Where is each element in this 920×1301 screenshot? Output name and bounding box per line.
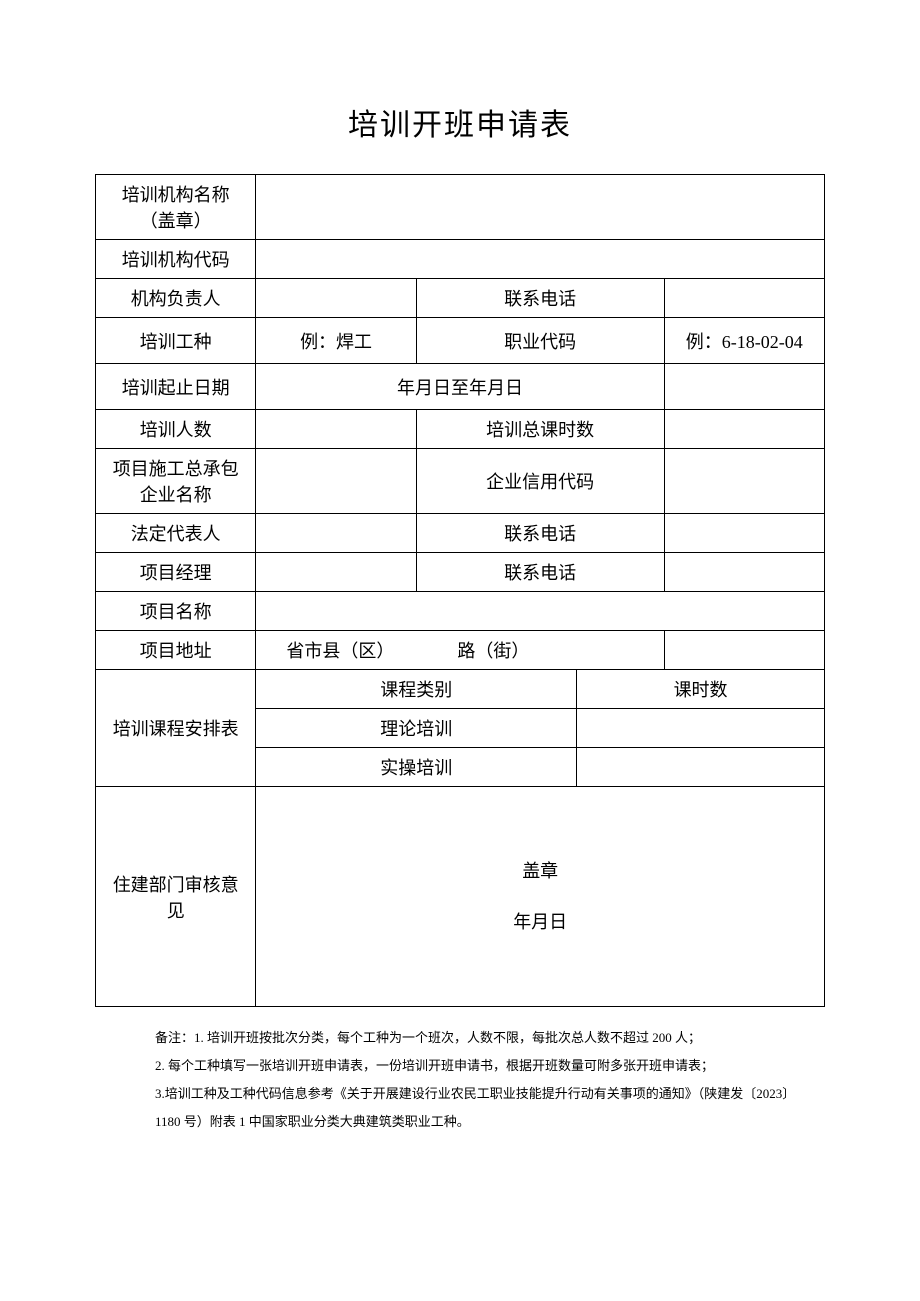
label-total-hours: 培训总课时数 (416, 410, 664, 449)
label-legal-rep: 法定代表人 (96, 514, 256, 553)
value-project-manager-phone (664, 553, 824, 592)
value-theory-hours (577, 709, 825, 748)
label-project-manager: 项目经理 (96, 553, 256, 592)
label-training-period: 培训起止日期 (96, 364, 256, 410)
label-course-category: 课程类别 (256, 670, 577, 709)
value-org-leader-phone (664, 279, 824, 318)
label-contact-phone-3: 联系电话 (416, 553, 664, 592)
note-2: 2. 每个工种填写一张培训开班申请表，一份培训开班申请书，根据开班数量可附多张开… (155, 1053, 810, 1079)
notes-section: 备注：1. 培训开班按批次分类，每个工种为一个班次，人数不限，每批次总人数不超过… (95, 1025, 825, 1135)
application-form-table: 培训机构名称（盖章） 培训机构代码 机构负责人 联系电话 培训工种 例：焊工 职… (95, 174, 825, 1007)
value-approval-content: 盖章 年月日 (256, 787, 825, 1007)
value-project-manager (256, 553, 416, 592)
value-enterprise-credit-code (664, 449, 824, 514)
value-practical-hours (577, 748, 825, 787)
label-course-schedule: 培训课程安排表 (96, 670, 256, 787)
label-approval-opinion: 住建部门审核意见 (96, 787, 256, 1007)
approval-stamp-text: 盖章 (264, 846, 816, 896)
label-org-name: 培训机构名称（盖章） (96, 175, 256, 240)
label-course-hours: 课时数 (577, 670, 825, 709)
label-project-name: 项目名称 (96, 592, 256, 631)
page-title: 培训开班申请表 (95, 100, 825, 144)
value-project-address: 省市县（区） 路（街） (256, 631, 664, 670)
value-training-count (256, 410, 416, 449)
notes-prefix: 备注： (155, 1030, 194, 1045)
label-contact-phone-2: 联系电话 (416, 514, 664, 553)
value-occupation-code: 例：6-18-02-04 (664, 318, 824, 364)
label-practical-training: 实操培训 (256, 748, 577, 787)
value-project-address-extra (664, 631, 824, 670)
value-contractor-name (256, 449, 416, 514)
note-4: 1180 号）附表 1 中国家职业分类大典建筑类职业工种。 (155, 1109, 810, 1135)
value-org-name (256, 175, 825, 240)
value-project-name (256, 592, 825, 631)
value-org-leader (256, 279, 416, 318)
label-org-leader: 机构负责人 (96, 279, 256, 318)
label-theory-training: 理论培训 (256, 709, 577, 748)
label-contractor-name: 项目施工总承包企业名称 (96, 449, 256, 514)
approval-date-text: 年月日 (264, 897, 816, 947)
note-3: 3.培训工种及工种代码信息参考《关于开展建设行业农民工职业技能提升行动有关事项的… (155, 1081, 810, 1107)
label-contact-phone-1: 联系电话 (416, 279, 664, 318)
value-legal-rep-phone (664, 514, 824, 553)
value-total-hours (664, 410, 824, 449)
value-training-period: 年月日至年月日 (256, 364, 664, 410)
label-occupation-code: 职业代码 (416, 318, 664, 364)
label-training-type: 培训工种 (96, 318, 256, 364)
label-enterprise-credit-code: 企业信用代码 (416, 449, 664, 514)
value-legal-rep (256, 514, 416, 553)
note-1: 1. 培训开班按批次分类，每个工种为一个班次，人数不限，每批次总人数不超过 20… (194, 1030, 701, 1045)
label-project-address: 项目地址 (96, 631, 256, 670)
value-training-period-extra (664, 364, 824, 410)
label-training-count: 培训人数 (96, 410, 256, 449)
value-training-type: 例：焊工 (256, 318, 416, 364)
label-org-code: 培训机构代码 (96, 240, 256, 279)
value-org-code (256, 240, 825, 279)
